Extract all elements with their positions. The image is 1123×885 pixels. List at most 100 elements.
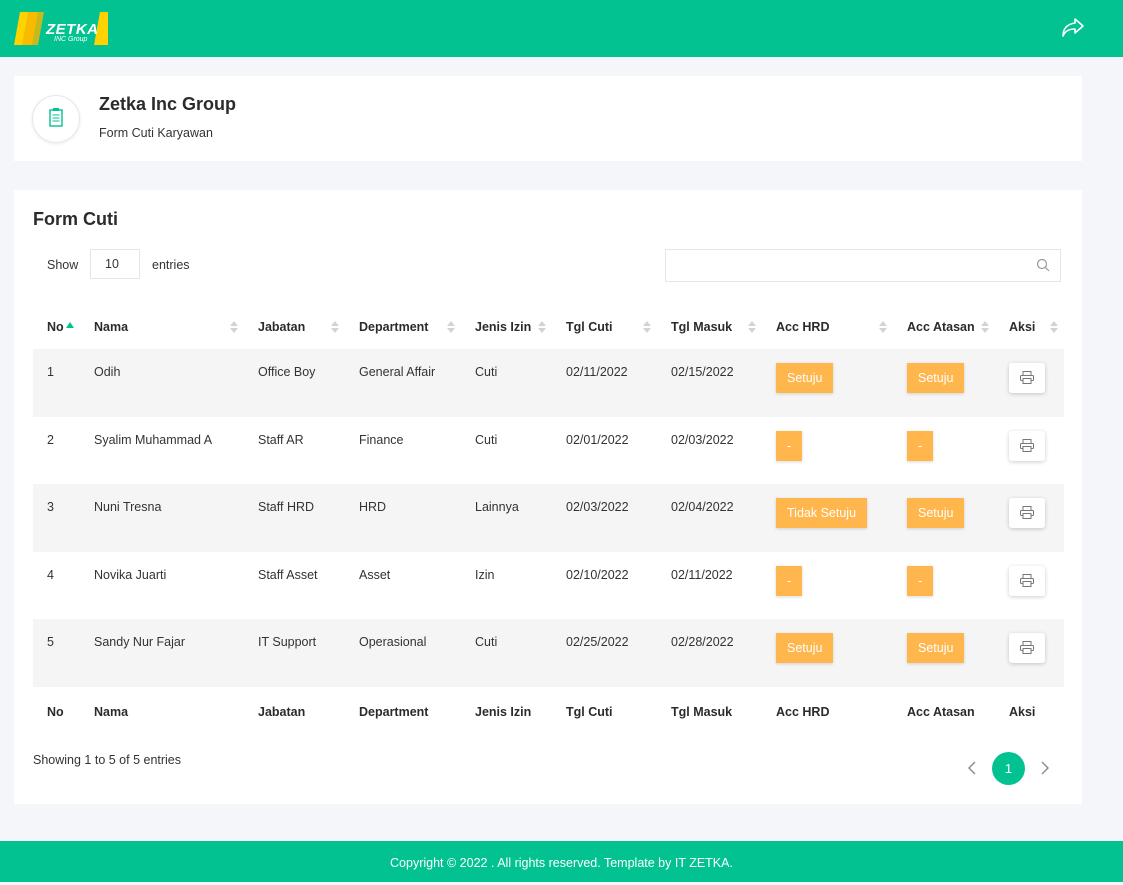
status-badge: - bbox=[776, 430, 803, 461]
sort-icon[interactable] bbox=[230, 321, 238, 335]
entries-label: entries bbox=[152, 258, 190, 272]
sort-icon[interactable] bbox=[538, 321, 546, 335]
page-button[interactable]: 1 bbox=[992, 752, 1025, 785]
table-cell: IT Support bbox=[244, 619, 345, 687]
action-cell bbox=[995, 552, 1064, 620]
data-table: No Nama Jabatan Department Jenis Izin Tgl Cut… bbox=[33, 305, 1064, 737]
table-cell: Staff AR bbox=[258, 432, 304, 447]
table-cell: 4 bbox=[47, 567, 54, 582]
logo[interactable]: ZETKA INC Group bbox=[14, 12, 110, 45]
share-icon[interactable] bbox=[1061, 16, 1085, 38]
table-cell: Izin bbox=[475, 567, 495, 582]
status-badge: Setuju bbox=[907, 363, 965, 393]
column-header[interactable]: Aksi bbox=[995, 305, 1064, 349]
table-cell: Setuju bbox=[893, 619, 995, 687]
logo-mark bbox=[14, 12, 108, 45]
table-cell: Novika Juarti bbox=[94, 567, 167, 582]
sort-active-icon bbox=[65, 322, 74, 328]
column-label: Tgl Masuk bbox=[671, 320, 733, 334]
column-footer: Acc Atasan bbox=[907, 704, 975, 719]
sort-icon[interactable] bbox=[1050, 321, 1058, 335]
header-title: Zetka Inc Group bbox=[99, 94, 237, 114]
table-cell: General Affair bbox=[345, 349, 461, 417]
column-header[interactable]: Acc HRD bbox=[762, 305, 893, 349]
table-cell: Odih bbox=[80, 349, 244, 417]
table-cell: - bbox=[762, 417, 893, 485]
sort-icon[interactable] bbox=[981, 321, 989, 335]
column-header[interactable]: Acc Atasan bbox=[893, 305, 995, 349]
column-footer: Nama bbox=[94, 704, 129, 719]
column-header[interactable]: Tgl Cuti bbox=[552, 305, 657, 349]
table-cell: Asset bbox=[359, 567, 391, 582]
table-cell: Cuti bbox=[461, 619, 552, 687]
status-badge: Tidak Setuju bbox=[776, 498, 868, 528]
table-cell: 2 bbox=[47, 432, 54, 447]
column-footer: Acc HRD bbox=[776, 704, 830, 719]
sort-icon[interactable] bbox=[879, 321, 887, 335]
column-header[interactable]: Jenis Izin bbox=[461, 305, 552, 349]
table-cell: - bbox=[762, 552, 893, 620]
table-row: 4 Novika Juarti Staff Asset Asset Izin 02/10/… bbox=[33, 552, 1064, 620]
table-cell: 02/03/2022 bbox=[552, 484, 657, 552]
table-cell: Setuju bbox=[893, 484, 995, 552]
table-cell: Operasional bbox=[345, 619, 461, 687]
next-page[interactable] bbox=[1040, 760, 1050, 776]
print-button[interactable] bbox=[1009, 498, 1045, 528]
table-cell: 02/10/2022 bbox=[566, 567, 629, 582]
table-cell: 02/03/2022 bbox=[671, 432, 734, 447]
sort-icon[interactable] bbox=[331, 321, 339, 335]
column-header[interactable]: Jabatan bbox=[244, 305, 345, 349]
column-label: Department bbox=[359, 320, 429, 334]
card-title: Form Cuti bbox=[33, 209, 118, 229]
table-cell: 02/11/2022 bbox=[671, 567, 733, 582]
column-footer: Tgl Masuk bbox=[671, 704, 733, 719]
print-button[interactable] bbox=[1009, 430, 1045, 461]
column-label: Tgl Cuti bbox=[566, 320, 613, 334]
table-cell: Setuju bbox=[762, 349, 893, 417]
table-cell: 3 bbox=[33, 484, 80, 552]
prev-page[interactable] bbox=[967, 760, 977, 776]
table-cell: 02/01/2022 bbox=[566, 432, 629, 447]
column-footer: Tgl Cuti bbox=[566, 704, 613, 719]
search-input[interactable] bbox=[665, 249, 1061, 282]
table-info: Showing 1 to 5 of 5 entries bbox=[33, 753, 182, 767]
table-cell: - bbox=[893, 552, 995, 620]
column-header[interactable]: Department bbox=[345, 305, 461, 349]
table-cell: Cuti bbox=[475, 432, 498, 447]
table-cell: Lainnya bbox=[461, 484, 552, 552]
status-badge: - bbox=[776, 565, 803, 596]
table-cell: Staff Asset bbox=[258, 567, 318, 582]
sort-icon[interactable] bbox=[748, 321, 756, 335]
header-subtitle: Form Cuti Karyawan bbox=[99, 126, 213, 140]
table-cell: 02/25/2022 bbox=[552, 619, 657, 687]
brand-sub: INC Group bbox=[54, 36, 88, 43]
column-label: No bbox=[47, 320, 64, 334]
table-row: 3 Nuni Tresna Staff HRD HRD Lainnya 02/03/202… bbox=[33, 484, 1064, 552]
column-header[interactable]: Tgl Masuk bbox=[657, 305, 762, 349]
sort-icon[interactable] bbox=[447, 321, 455, 335]
table-row: 5 Sandy Nur Fajar IT Support Operasional Cut… bbox=[33, 619, 1064, 687]
table-row: 2 Syalim Muhammad A Staff AR Finance Cuti 02/… bbox=[33, 417, 1064, 485]
print-button[interactable] bbox=[1009, 633, 1045, 663]
show-label: Show bbox=[47, 258, 79, 272]
table-cell: 02/28/2022 bbox=[657, 619, 762, 687]
table-cell: Finance bbox=[359, 432, 404, 447]
column-label: Nama bbox=[94, 320, 129, 334]
top-bar: ZETKA INC Group bbox=[0, 0, 1123, 57]
header-icon bbox=[32, 95, 80, 143]
action-cell bbox=[995, 417, 1064, 485]
table-cell: Setuju bbox=[893, 349, 995, 417]
table-cell: Staff HRD bbox=[244, 484, 345, 552]
print-button[interactable] bbox=[1009, 565, 1045, 596]
column-header[interactable]: Nama bbox=[80, 305, 244, 349]
column-footer: Jabatan bbox=[258, 704, 306, 719]
length-select[interactable]: 10 bbox=[90, 249, 140, 279]
column-header[interactable]: No bbox=[33, 305, 80, 349]
print-button[interactable] bbox=[1009, 363, 1045, 393]
table-cell: Setuju bbox=[762, 619, 893, 687]
status-badge: Setuju bbox=[776, 633, 834, 663]
table-cell: Office Boy bbox=[244, 349, 345, 417]
footer: Copyright © 2022 . All rights reserved. … bbox=[0, 841, 1123, 882]
table-cell: Syalim Muhammad A bbox=[94, 432, 213, 447]
sort-icon[interactable] bbox=[643, 321, 651, 335]
